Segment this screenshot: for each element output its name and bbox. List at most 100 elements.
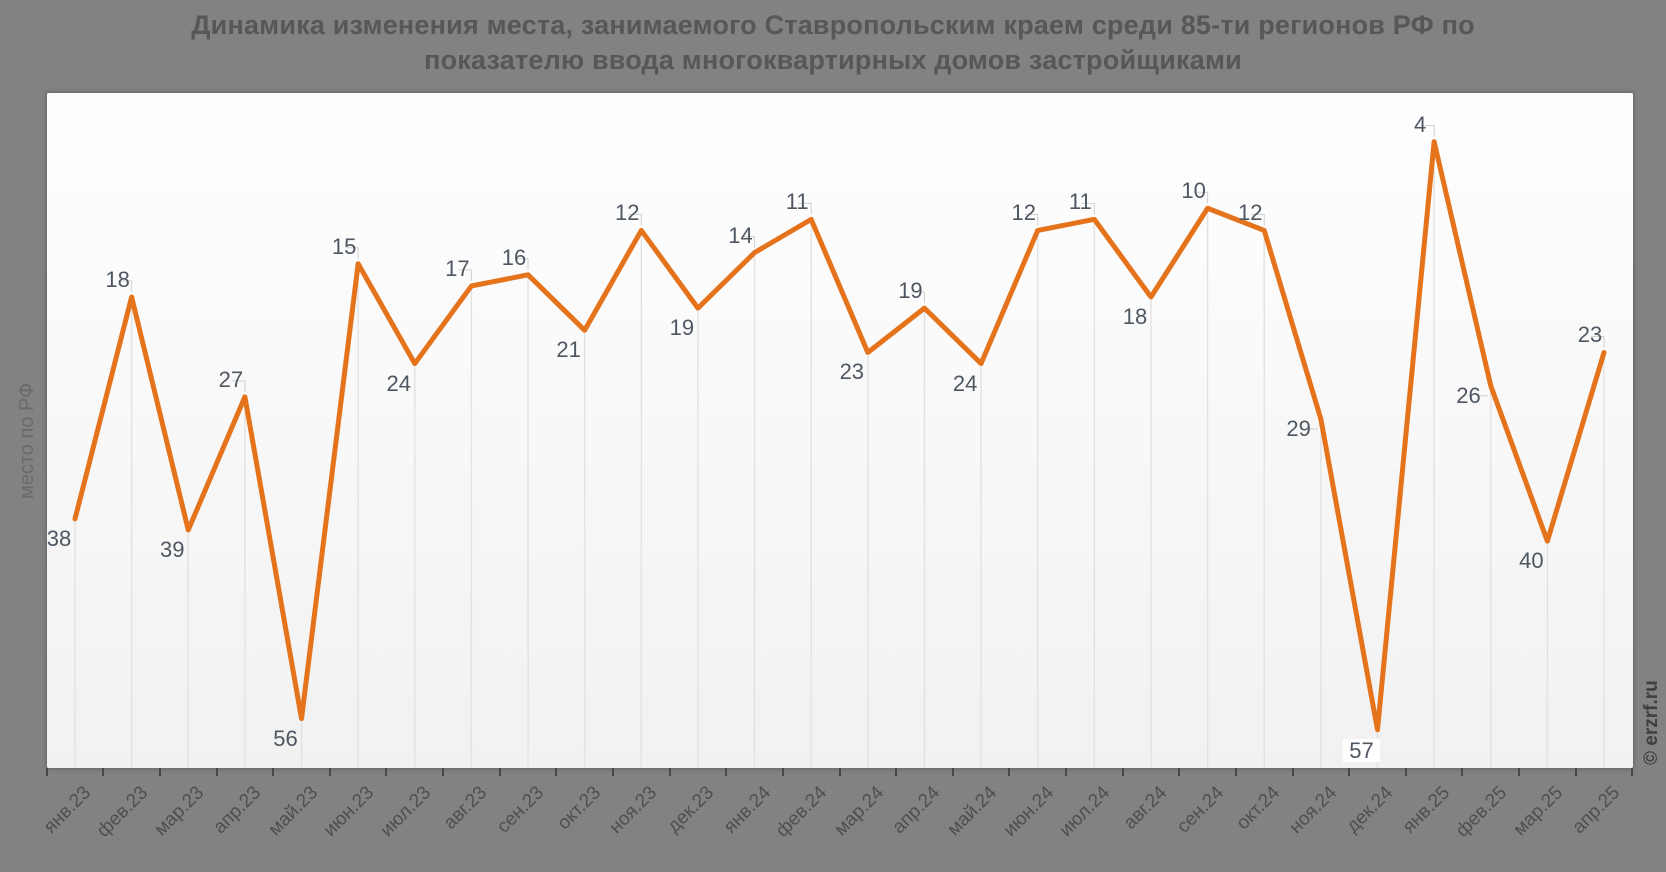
x-axis-tick: [1178, 768, 1181, 776]
data-point-label: 14: [728, 222, 753, 248]
data-point-label: 26: [1456, 382, 1481, 408]
line-chart-svg: [72, 125, 1607, 768]
x-axis-tick: [158, 768, 161, 776]
x-axis-label: мар.23: [150, 782, 209, 840]
label-connector-line: [911, 291, 925, 304]
x-axis-label: мар.25: [1509, 782, 1568, 840]
x-axis-label: фев.24: [772, 782, 832, 842]
label-connector-line: [1194, 191, 1209, 204]
x-axis-label: фев.23: [92, 782, 152, 842]
x-axis-label: апр.25: [1568, 782, 1625, 839]
x-axis-tick: [611, 768, 614, 776]
x-axis-tick: [1008, 768, 1011, 776]
data-point-label: 27: [218, 366, 244, 392]
x-axis-label: дек.24: [1342, 782, 1398, 838]
data-point-label: 57: [1343, 738, 1380, 762]
x-axis-tick: [498, 768, 501, 776]
x-axis-tick: [1291, 768, 1294, 776]
x-axis-tick: [838, 768, 841, 776]
data-point-label: 56: [273, 725, 298, 751]
x-axis-tick: [1404, 768, 1407, 776]
x-axis-label: июл.24: [1055, 782, 1115, 841]
x-axis-label: июн.23: [319, 782, 379, 841]
data-point-label: 11: [785, 189, 809, 215]
x-axis-tick: [781, 768, 784, 776]
x-axis-tick: [1121, 768, 1124, 776]
label-connector-line: [1081, 202, 1095, 215]
x-axis-tick: [1065, 768, 1068, 776]
chart-title-line2: показателю ввода многоквартирных домов з…: [424, 45, 1242, 75]
x-axis-label: май.24: [943, 782, 1002, 841]
data-point-label: 39: [160, 537, 185, 562]
data-point-label: 4: [1413, 111, 1427, 137]
label-connector-line: [1251, 213, 1265, 226]
chart-title-line1: Динамика изменения места, занимаемого Ст…: [191, 10, 1475, 40]
x-axis-label: сен.24: [1172, 782, 1228, 838]
data-point-label: 21: [556, 337, 581, 363]
label-connector-line: [628, 213, 642, 226]
plot-area: 38 18 39 27 56 15 24 17 16 21 12 19 14 11 23 19 24 12 11 18…: [47, 93, 1633, 768]
data-point-label: 19: [898, 278, 923, 304]
x-axis-tick: [1348, 768, 1351, 776]
x-axis-tick: [328, 768, 331, 776]
x-axis-tick: [1631, 768, 1634, 776]
label-connector-line: [118, 280, 133, 293]
label-connector-line: [231, 380, 246, 392]
x-axis-label: дек.23: [663, 782, 719, 838]
data-point-label: 24: [386, 370, 412, 396]
label-connector-line: [798, 202, 812, 215]
data-point-label: 16: [501, 244, 527, 270]
x-axis-tick: [1461, 768, 1464, 776]
data-point-label: 18: [105, 267, 130, 292]
x-axis-tick: [668, 768, 671, 776]
x-axis-label: окт.24: [1232, 782, 1285, 834]
label-connector-line: [741, 236, 756, 248]
label-connector-line: [1591, 335, 1605, 348]
x-axis-label: мар.24: [830, 782, 888, 840]
data-point-label: 19: [669, 315, 695, 341]
data-point-label: 11: [1068, 189, 1092, 215]
x-axis-label: янв.25: [1398, 782, 1455, 838]
data-point-label: 29: [1286, 416, 1311, 442]
data-point-label: 18: [1122, 304, 1148, 329]
x-axis-tick: [951, 768, 954, 776]
x-axis-label: авг.23: [440, 782, 492, 834]
x-axis-tick: [442, 768, 445, 776]
chart-title: Динамика изменения места, занимаемого Ст…: [0, 8, 1666, 78]
x-axis-label: июл.23: [376, 782, 435, 841]
x-axis-tick: [215, 768, 218, 776]
data-point-label: 40: [1519, 548, 1544, 574]
x-axis-label: окт.23: [553, 782, 605, 834]
data-point-label: 10: [1181, 178, 1206, 204]
data-point-label: 15: [331, 233, 357, 259]
x-axis-tick: [555, 768, 558, 776]
x-axis-tick: [725, 768, 728, 776]
x-axis-label: июн.24: [999, 782, 1058, 841]
x-axis-tick: [1518, 768, 1521, 776]
data-point-label: 38: [46, 525, 72, 551]
data-point-label: 12: [1011, 200, 1036, 226]
label-connector-line: [1024, 213, 1039, 226]
x-axis-tick: [272, 768, 275, 776]
y-axis-title: место по РФ: [16, 382, 38, 499]
label-connector-line: [458, 269, 472, 281]
data-point-label: 12: [615, 200, 640, 226]
x-axis-tick: [895, 768, 898, 776]
x-axis-tick: [385, 768, 388, 776]
series-line: [72, 139, 1607, 733]
x-axis-tick: [45, 768, 48, 776]
x-axis-label: апр.24: [888, 782, 945, 839]
data-point-label: 23: [839, 359, 865, 385]
label-connector-line: [345, 247, 359, 259]
watermark: © erzrf.ru: [1641, 680, 1662, 765]
label-connector-line: [1421, 125, 1435, 137]
x-axis-tick: [1234, 768, 1237, 776]
data-point-label: 17: [445, 255, 470, 281]
x-axis-label: апр.23: [209, 782, 266, 839]
x-axis-label: май.23: [263, 782, 322, 841]
x-axis-label: фев.25: [1451, 782, 1511, 842]
x-axis-label: янв.23: [39, 782, 96, 838]
data-point-label: 23: [1577, 322, 1603, 348]
x-axis-label: сен.23: [493, 782, 549, 838]
x-axis-tick: [1574, 768, 1577, 776]
